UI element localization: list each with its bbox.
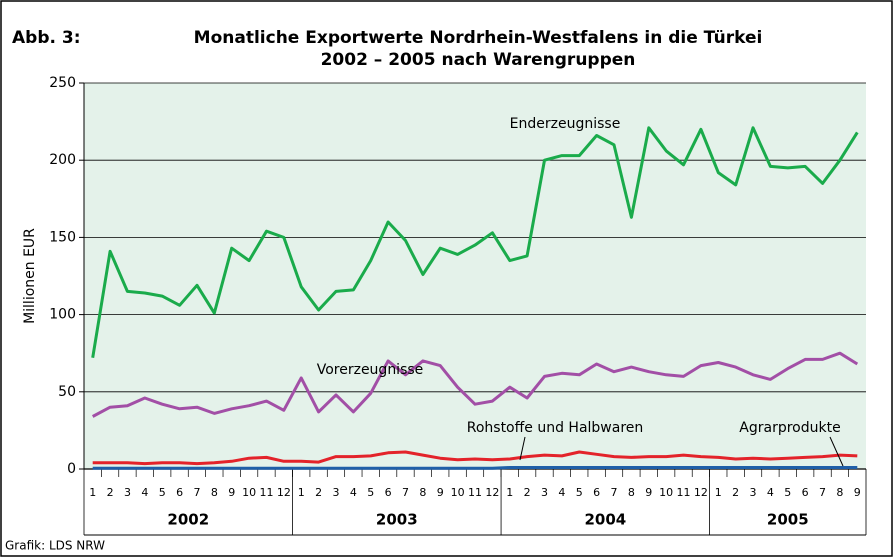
x-tick-label: 8 — [211, 486, 218, 499]
y-tick-label: 200 — [49, 152, 76, 168]
y-tick-label: 100 — [49, 307, 76, 323]
x-tick-label: 12 — [485, 486, 499, 499]
figure-label: Abb. 3: — [12, 28, 81, 48]
x-tick-label: 5 — [367, 486, 374, 499]
x-tick-label: 3 — [332, 486, 339, 499]
x-tick-label: 6 — [176, 486, 183, 499]
year-label: 2004 — [584, 511, 626, 529]
x-tick-label: 6 — [802, 486, 809, 499]
series-label: Agrarprodukte — [739, 420, 840, 436]
series-line — [92, 450, 858, 466]
leader-line — [829, 436, 844, 467]
x-tick-label: 9 — [437, 486, 444, 499]
x-tick-label: 4 — [558, 486, 565, 499]
x-tick-label: 2 — [524, 486, 531, 499]
x-tick-label: 7 — [819, 486, 826, 499]
chart-subtitle: 2002 – 2005 nach Warengruppen — [321, 50, 636, 70]
x-tick-label: 7 — [193, 486, 200, 499]
x-tick-label: 3 — [124, 486, 131, 499]
x-tick-label: 5 — [576, 486, 583, 499]
x-tick-label: 5 — [159, 486, 166, 499]
series-line — [91, 126, 859, 359]
x-tick-label: 1 — [89, 486, 96, 499]
x-tick-label: 4 — [767, 486, 774, 499]
series-label: Vorerzeugnisse — [317, 362, 424, 378]
x-tick-label: 12 — [277, 486, 291, 499]
x-tick-label: 10 — [242, 486, 256, 499]
year-label: 2003 — [376, 511, 418, 529]
y-tick-label: 50 — [58, 384, 76, 400]
x-tick-label: 8 — [419, 486, 426, 499]
x-tick-label: 6 — [385, 486, 392, 499]
series-label: Enderzeugnisse — [510, 116, 621, 132]
x-tick-label: 10 — [659, 486, 673, 499]
leader-line — [519, 436, 526, 461]
x-tick-label: 1 — [298, 486, 305, 499]
x-tick-label: 6 — [593, 486, 600, 499]
x-tick-label: 5 — [784, 486, 791, 499]
x-tick-label: 7 — [402, 486, 409, 499]
x-tick-label: 3 — [750, 486, 757, 499]
y-axis-label: Millionen EUR — [22, 228, 38, 324]
x-tick-label: 9 — [645, 486, 652, 499]
chart-title: Monatliche Exportwerte Nordrhein-Westfal… — [194, 28, 763, 48]
x-tick-label: 9 — [854, 486, 861, 499]
series-label: Rohstoffe und Halbwaren — [467, 420, 644, 436]
x-tick-label: 9 — [228, 486, 235, 499]
x-tick-label: 3 — [541, 486, 548, 499]
series-line — [92, 466, 858, 470]
x-tick-label: 2 — [732, 486, 739, 499]
x-tick-label: 8 — [628, 486, 635, 499]
x-tick-label: 2 — [315, 486, 322, 499]
x-tick-label: 2 — [107, 486, 114, 499]
x-tick-label: 1 — [715, 486, 722, 499]
x-tick-label: 1 — [506, 486, 513, 499]
x-tick-label: 10 — [451, 486, 465, 499]
x-tick-label: 4 — [350, 486, 357, 499]
source: Grafik: LDS NRW — [5, 539, 105, 553]
y-tick-label: 250 — [49, 75, 76, 91]
year-label: 2005 — [767, 511, 809, 529]
x-tick-label: 11 — [677, 486, 691, 499]
y-tick-label: 0 — [67, 461, 76, 477]
x-tick-label: 11 — [468, 486, 482, 499]
year-label: 2002 — [167, 511, 209, 529]
x-tick-label: 7 — [611, 486, 618, 499]
x-tick-label: 12 — [694, 486, 708, 499]
x-tick-label: 11 — [259, 486, 273, 499]
y-tick-label: 150 — [49, 229, 76, 245]
series-line — [91, 351, 859, 418]
x-tick-label: 8 — [836, 486, 843, 499]
x-tick-label: 4 — [141, 486, 148, 499]
